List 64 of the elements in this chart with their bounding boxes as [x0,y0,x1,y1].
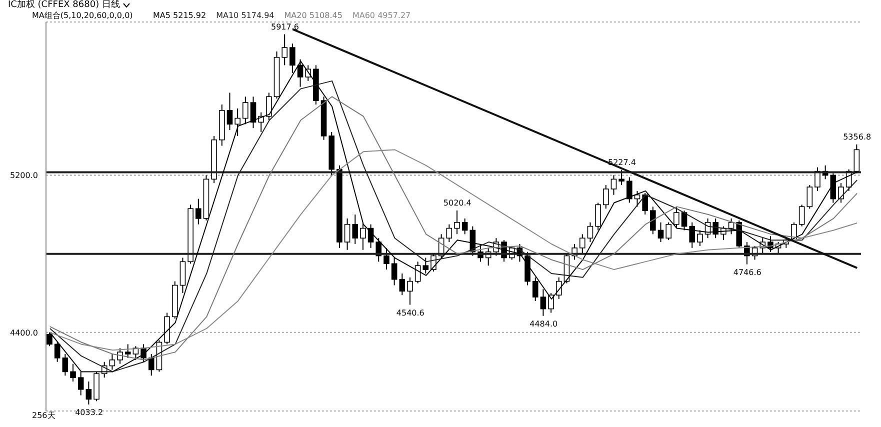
candlestick [626,176,632,204]
candlestick [556,276,562,300]
candlestick [282,34,288,66]
candlestick [462,218,468,235]
candlestick [446,224,452,243]
candlestick [814,166,820,192]
candlestick [736,220,742,248]
candlestick [422,257,429,274]
candlestick [360,222,366,250]
candlestick [642,192,648,216]
candlestick [180,257,186,294]
candlestick [540,288,546,316]
candlestick [407,276,413,306]
candlestick [454,210,460,235]
candlestick [579,234,586,254]
annotation: 4033.2 [75,408,104,418]
annotation: 4746.6 [733,268,762,277]
candlestick [352,214,358,245]
candlestick [399,272,406,296]
candlestick [391,257,398,286]
candlestick [242,96,248,125]
candlestick [666,222,672,241]
candlestick [109,354,116,370]
candlestick [54,342,60,362]
candlestick [602,184,609,210]
annotation: 256天 [32,411,56,421]
candlestick [148,354,154,376]
candlestick [250,96,256,129]
candlestick [618,169,624,186]
candlestick [234,108,240,136]
candlestick [658,222,664,243]
candlestick [806,184,813,210]
annotation: 5020.4 [443,198,472,208]
text: MA60 4957.27 [352,11,411,21]
candlestick [226,92,233,131]
candlestick [587,222,594,243]
annotation: 4540.6 [396,308,424,318]
y-tick-label: 5200.0 [10,171,38,180]
candlestick [610,174,617,196]
text: MA10 5174.94 [216,11,274,21]
chart-subtitle: MA组合(5,10,20,60,0,0,0) [32,11,133,21]
candlestick [266,92,272,121]
candlestick [689,222,695,248]
candlestick [124,344,131,358]
annotation: 4484.0 [530,320,558,329]
candlestick [798,204,805,227]
candlestick [195,198,202,225]
annotation: 5356.8 [843,132,872,142]
candlestick [674,206,680,229]
candlestick [86,381,92,405]
candlestick [344,218,350,250]
candlestick [838,182,844,204]
candlestick [117,348,123,364]
text: MA5 5215.92 [153,11,206,21]
annotation: 5227.4 [608,158,636,167]
candlestick [697,230,703,246]
candlestick [548,292,554,314]
candlestick [384,247,390,270]
y-tick-label: 4400.0 [10,328,38,338]
annotation: 5917.6 [271,22,300,32]
candlestick [650,206,656,235]
text: MA20 5108.45 [284,11,342,21]
candlestick [595,202,601,231]
candlestick [532,276,538,302]
